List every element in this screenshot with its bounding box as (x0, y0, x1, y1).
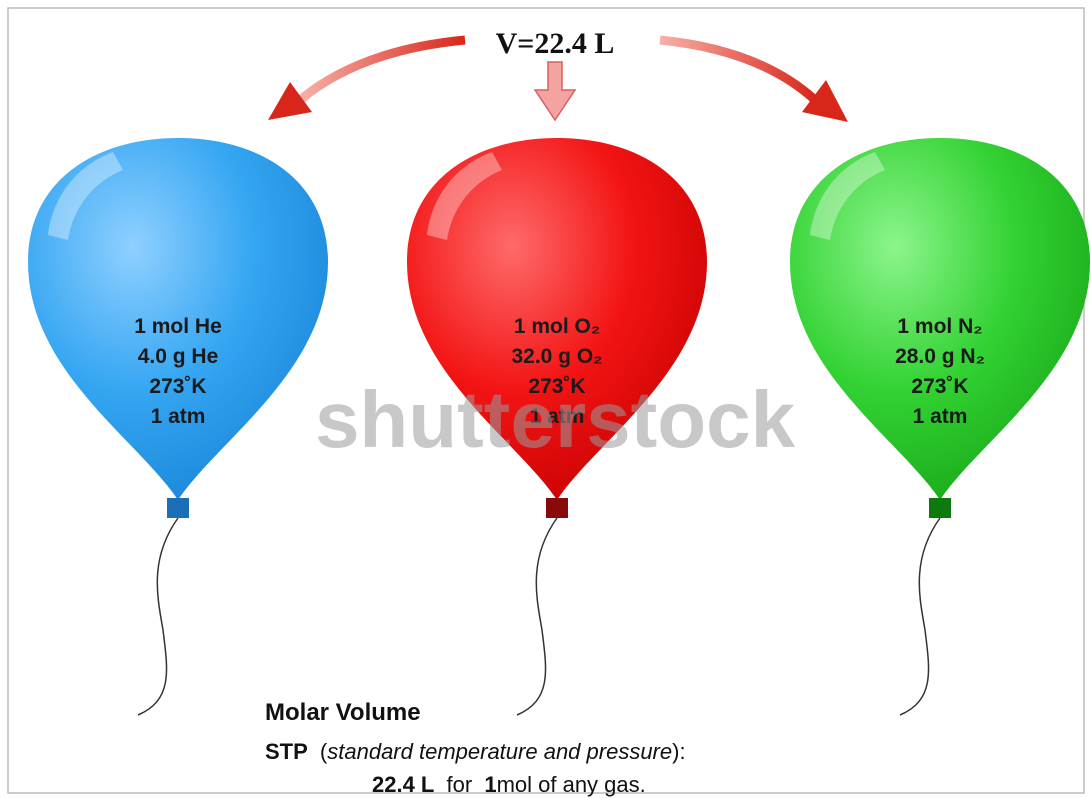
string (138, 518, 178, 715)
stp-close: ): (672, 739, 685, 764)
balloon-line: 4.0 g He (138, 345, 219, 368)
balloon-line: 1 mol O₂ (514, 315, 600, 338)
balloon-knot (546, 498, 568, 518)
stp-label: STP (265, 739, 308, 764)
balloon-line: 32.0 g O₂ (511, 345, 602, 368)
rule-for: for (447, 772, 473, 797)
string (900, 518, 940, 715)
balloon-line: 1 mol N₂ (897, 315, 982, 338)
balloon-line: 273˚K (149, 375, 206, 398)
caption-rule: 22.4 L for 1mol of any gas. (372, 772, 646, 797)
rule-volume: 22.4 L (372, 772, 434, 797)
balloon: 1 mol He 4.0 g He 273˚K 1 atm (28, 138, 328, 715)
watermark: shutterstock (315, 375, 796, 464)
balloon-line: 1 mol He (134, 315, 222, 338)
rule-rest: mol of any gas. (497, 772, 646, 797)
caption-stp: STP (standard temperature and pressure): (265, 739, 686, 764)
balloon: 1 mol N₂ 28.0 g N₂ 273˚K 1 atm (790, 138, 1090, 715)
volume-label: V=22.4 L (496, 27, 615, 60)
balloon-line: 28.0 g N₂ (895, 345, 985, 368)
balloon-knot (929, 498, 951, 518)
string (517, 518, 557, 715)
caption-title: Molar Volume (265, 699, 421, 726)
stp-desc: standard temperature and pressure (327, 739, 672, 764)
balloon-knot (167, 498, 189, 518)
rule-amount: 1 (484, 772, 496, 797)
balloon-line: 1 atm (913, 405, 968, 428)
diagram: V=22.4 L 1 mol He4.0 g He273˚K1 atm1 mol… (0, 0, 1091, 798)
balloon-line: 273˚K (911, 375, 968, 398)
balloon-line: 1 atm (151, 405, 206, 428)
